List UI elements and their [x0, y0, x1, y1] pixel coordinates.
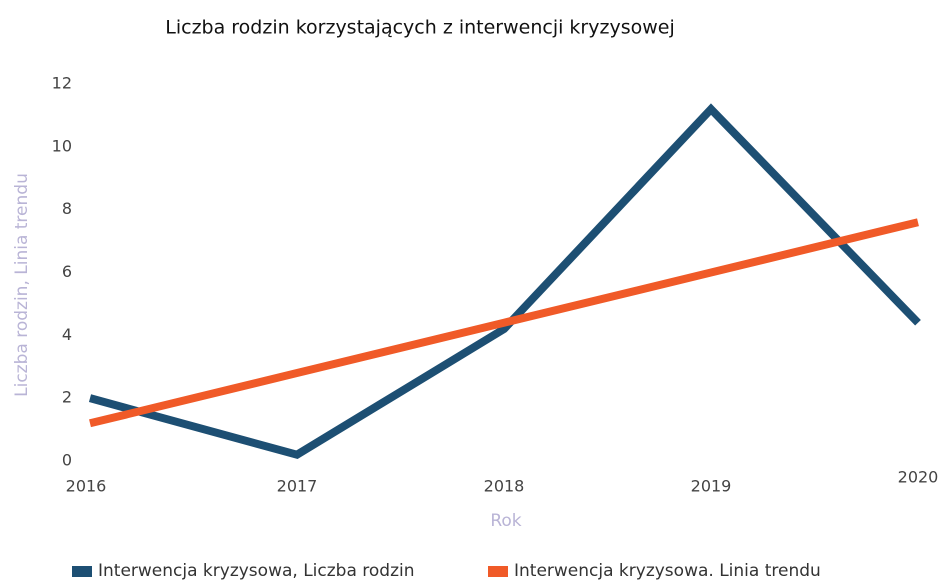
y-axis-label: Liczba rodzin, Linia trendu: [12, 173, 32, 397]
legend-label: Interwencja kryzysowa, Liczba rodzin: [98, 561, 415, 581]
x-tick-label: 2019: [691, 477, 732, 496]
x-tick-label: 2016: [66, 477, 107, 496]
series-line: [89, 218, 919, 428]
chart-title: Liczba rodzin korzystających z interwenc…: [165, 17, 674, 39]
series-line: [88, 103, 921, 460]
x-tick-label: 2017: [277, 477, 318, 496]
x-tick-label: 2018: [484, 477, 525, 496]
legend-swatch: [72, 566, 92, 577]
legend-label: Interwencja kryzysowa. Linia trendu: [514, 561, 821, 581]
y-tick-label: 2: [62, 388, 72, 407]
y-tick-label: 10: [52, 136, 72, 155]
x-tick-label: 2020: [898, 468, 939, 487]
y-tick-label: 12: [52, 74, 72, 93]
y-tick-label: 0: [62, 451, 72, 470]
legend-swatch: [488, 566, 508, 577]
x-axis-label: Rok: [490, 511, 521, 531]
y-tick-label: 8: [62, 199, 72, 218]
y-tick-label: 6: [62, 262, 72, 281]
y-tick-label: 4: [62, 325, 72, 344]
